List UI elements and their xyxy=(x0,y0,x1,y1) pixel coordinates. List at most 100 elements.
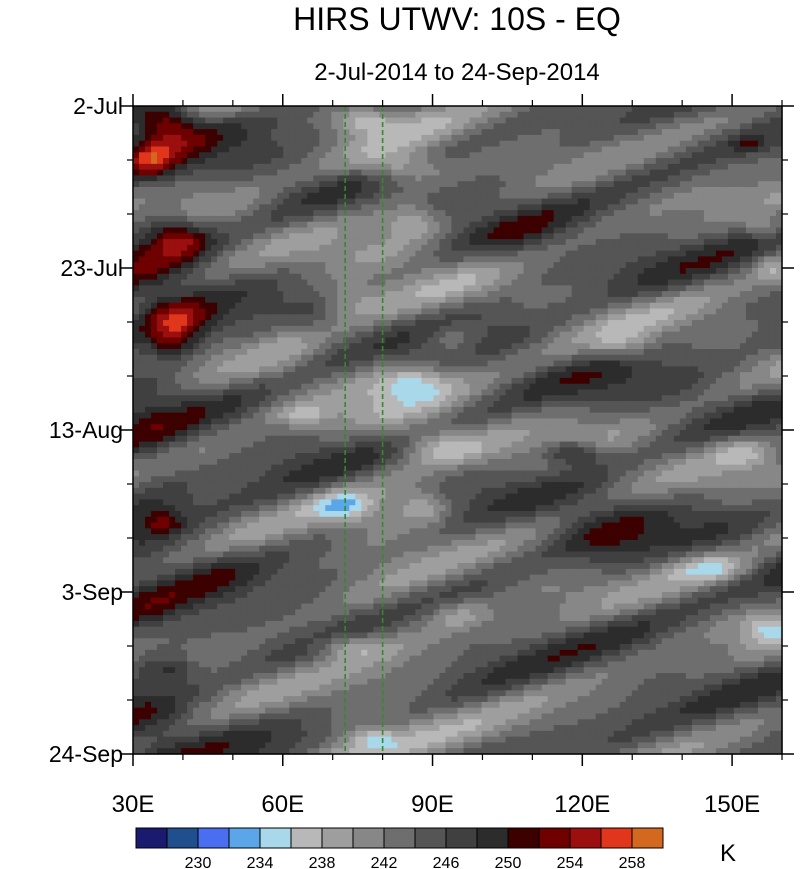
field-cell xyxy=(145,325,152,333)
field-cell xyxy=(307,215,314,223)
field-cell xyxy=(607,117,615,124)
field-cell xyxy=(721,291,729,298)
field-cell xyxy=(331,308,338,315)
field-cell xyxy=(277,187,284,194)
field-cell xyxy=(721,163,729,171)
field-cell xyxy=(385,163,392,171)
field-cell xyxy=(565,163,573,171)
field-cell xyxy=(265,152,272,159)
field-cell xyxy=(487,262,495,269)
field-cell xyxy=(685,273,693,281)
field-cell xyxy=(277,198,284,205)
field-cell xyxy=(211,204,218,211)
field-cell xyxy=(151,140,158,148)
field-cell xyxy=(499,117,507,124)
field-cell xyxy=(157,285,164,292)
field-cell xyxy=(751,111,759,119)
field-cell xyxy=(709,239,717,246)
field-cell xyxy=(319,343,326,350)
field-cell xyxy=(337,279,344,286)
field-cell xyxy=(409,215,417,223)
field-cell xyxy=(739,187,747,194)
field-cell xyxy=(445,273,453,281)
field-cell xyxy=(151,175,158,182)
field-cell xyxy=(505,146,513,153)
field-cell xyxy=(721,360,729,367)
field-cell xyxy=(475,111,483,119)
field-cell xyxy=(181,169,188,177)
field-cell xyxy=(511,262,519,269)
field-cell xyxy=(511,366,519,373)
field-cell xyxy=(241,302,248,310)
field-cell xyxy=(319,198,326,205)
field-cell xyxy=(673,239,681,246)
field-cell xyxy=(169,227,176,234)
field-cell xyxy=(715,285,723,292)
field-cell xyxy=(505,175,513,182)
field-cell xyxy=(169,372,176,379)
field-cell xyxy=(601,291,609,298)
field-cell xyxy=(181,291,188,298)
field-cell xyxy=(631,181,639,188)
field-cell xyxy=(439,163,447,171)
field-cell xyxy=(499,349,507,356)
field-cell xyxy=(385,204,392,211)
field-cell xyxy=(367,215,374,223)
field-cell xyxy=(493,268,501,275)
field-cell xyxy=(547,302,555,310)
field-cell xyxy=(415,325,423,333)
field-cell xyxy=(355,140,362,148)
field-cell xyxy=(235,349,242,356)
field-cell xyxy=(715,123,723,130)
field-cell xyxy=(715,354,723,362)
field-cell xyxy=(607,152,615,159)
field-cell xyxy=(643,215,651,223)
field-cell xyxy=(619,117,627,124)
field-cell xyxy=(721,320,729,327)
field-cell xyxy=(541,308,549,315)
field-cell xyxy=(331,331,338,339)
field-cell xyxy=(607,111,615,119)
field-cell xyxy=(181,285,188,292)
field-cell xyxy=(583,140,591,148)
field-cell xyxy=(535,360,543,367)
field-cell xyxy=(655,354,663,362)
field-cell xyxy=(775,221,783,229)
field-cell xyxy=(601,331,609,339)
field-cell xyxy=(649,302,657,310)
field-cell xyxy=(691,273,699,281)
field-cell xyxy=(301,210,308,217)
field-cell xyxy=(475,354,483,362)
field-cell xyxy=(175,366,182,373)
field-cell xyxy=(499,360,507,367)
field-cell xyxy=(661,111,669,119)
field-cell xyxy=(733,187,741,194)
field-cell xyxy=(739,169,747,177)
field-cell xyxy=(379,221,386,229)
field-cell xyxy=(547,262,555,269)
field-cell xyxy=(427,158,435,165)
field-cell xyxy=(565,244,573,252)
field-cell xyxy=(769,239,777,246)
field-cell xyxy=(151,273,158,281)
field-cell xyxy=(259,366,266,373)
field-cell xyxy=(313,273,320,281)
field-cell xyxy=(589,117,597,124)
field-cell xyxy=(499,152,507,159)
field-cell xyxy=(667,175,675,182)
field-cell xyxy=(415,152,423,159)
field-cell xyxy=(685,227,693,234)
field-cell xyxy=(643,343,651,350)
field-cell xyxy=(703,129,711,136)
field-cell xyxy=(385,146,392,153)
field-cell xyxy=(367,210,374,217)
field-cell xyxy=(769,134,777,142)
field-cell xyxy=(739,279,747,286)
field-cell xyxy=(409,117,417,124)
field-cell xyxy=(643,227,651,234)
field-cell xyxy=(691,129,699,136)
field-cell xyxy=(319,314,326,321)
field-cell xyxy=(217,256,224,263)
field-cell xyxy=(673,158,681,165)
field-cell xyxy=(181,134,188,142)
